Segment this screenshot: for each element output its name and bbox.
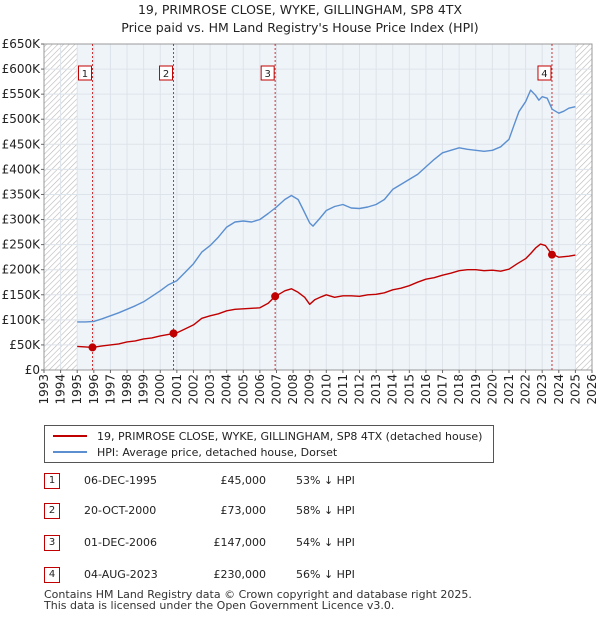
x-tick-label: 2008 (286, 374, 300, 405)
sale-marker-badge: 3 (44, 535, 60, 551)
x-tick-label: 2018 (452, 374, 466, 405)
sale-price: £45,000 (220, 474, 267, 487)
sale-box-2 (159, 65, 174, 81)
x-tick-label: 2012 (353, 374, 367, 405)
x-tick-label: 1994 (54, 374, 68, 405)
legend-item-hpi: HPI: Average price, detached house, Dors… (53, 444, 337, 460)
y-tick-label: £0 (25, 363, 40, 377)
sale-price: £73,000 (220, 504, 267, 517)
x-tick-label: 1997 (103, 374, 117, 405)
x-tick-label: 2014 (386, 374, 400, 405)
sale-box-1 (77, 65, 92, 81)
x-tick-label: 2015 (402, 374, 416, 405)
y-tick-label: £250K (2, 238, 42, 252)
x-tick-label: 2017 (436, 374, 450, 405)
sale-price: £230,000 (213, 568, 267, 581)
y-tick-label: £650K (2, 37, 42, 51)
plot-area (44, 44, 592, 370)
sale-date: 04-AUG-2023 (84, 568, 158, 581)
table-row: 2 20-OCT-2000 £73,000 58% ↓ HPI (44, 503, 564, 521)
table-row: 3 01-DEC-2006 £147,000 54% ↓ HPI (44, 535, 564, 553)
x-tick-label: 1999 (137, 374, 151, 405)
x-tick-label: 2022 (519, 374, 533, 405)
y-tick-label: £500K (2, 112, 42, 126)
sale-price: £147,000 (213, 536, 267, 549)
legend-swatch-property (53, 435, 87, 437)
sale-marker-badge: 2 (44, 503, 60, 519)
sale-marker-badge: 1 (44, 473, 60, 489)
x-tick-label: 2004 (220, 374, 234, 405)
y-tick-label: £400K (2, 162, 42, 176)
x-tick-label: 2016 (419, 374, 433, 405)
sale-box-4 (537, 65, 552, 81)
price-chart: £0 £50K £100K £150K £200K £250K £300K £350K £400… (2, 37, 599, 405)
sale-point-2 (169, 329, 178, 338)
sale-box-3 (260, 65, 275, 81)
x-tick-label: 2019 (469, 374, 483, 405)
sale-point-4 (547, 250, 556, 259)
table-row: 4 04-AUG-2023 £230,000 56% ↓ HPI (44, 567, 564, 585)
sale-box-label-1: 1 (82, 69, 88, 80)
sale-hpi-diff: 58% ↓ HPI (296, 504, 355, 517)
x-tick-label: 2013 (369, 374, 383, 405)
x-tick-label: 1996 (87, 374, 101, 405)
x-tick-label: 2025 (568, 374, 582, 405)
x-tick-label: 2010 (319, 374, 333, 405)
x-tick-label: 1993 (37, 374, 51, 405)
legend-label-hpi: HPI: Average price, detached house, Dors… (97, 445, 338, 459)
x-tick-label: 1995 (70, 374, 84, 405)
x-tick-label: 2000 (153, 374, 167, 405)
x-tick-label: 2020 (485, 374, 499, 405)
sale-marker-badge: 4 (44, 567, 60, 583)
x-tick-label: 2005 (236, 374, 250, 405)
sale-hpi-diff: 54% ↓ HPI (296, 536, 355, 549)
sale-date: 20-OCT-2000 (84, 504, 157, 517)
legend-swatch-hpi (53, 451, 87, 453)
x-tick-label: 2009 (303, 374, 317, 405)
x-tick-label: 2024 (552, 374, 566, 405)
y-tick-label: £50K (9, 338, 41, 352)
sale-hpi-diff: 53% ↓ HPI (296, 474, 355, 487)
x-tick-label: 2002 (186, 374, 200, 405)
footer-licence: This data is licensed under the Open Gov… (44, 599, 395, 612)
x-tick-label: 1998 (120, 374, 134, 405)
chart-subtitle: Price paid vs. HM Land Registry's House … (121, 20, 479, 35)
x-tick-label: 2023 (535, 374, 549, 405)
series-line-hpi (77, 89, 576, 323)
chart-title: 19, PRIMROSE CLOSE, WYKE, GILLINGHAM, SP… (137, 2, 463, 17)
y-tick-label: £300K (2, 213, 42, 227)
plot-frame (43, 43, 593, 371)
x-tick-label: 2001 (170, 374, 184, 405)
y-tick-label: £550K (2, 87, 42, 101)
legend-item-property: 19, PRIMROSE CLOSE, WYKE, GILLINGHAM, SP… (53, 428, 482, 444)
y-tick-label: £450K (2, 137, 42, 151)
x-tick-label: 2021 (502, 374, 516, 405)
x-tick-label: 2026 (585, 374, 599, 405)
table-row: 1 06-DEC-1995 £45,000 53% ↓ HPI (44, 473, 564, 491)
footer: Contains HM Land Registry data © Crown c… (44, 589, 472, 611)
y-tick-label: £150K (2, 288, 42, 302)
sale-date: 06-DEC-1995 (84, 474, 158, 487)
sale-box-label-3: 3 (264, 69, 270, 80)
footer-copyright: Contains HM Land Registry data © Crown c… (44, 588, 472, 601)
x-tick-label: 2006 (253, 374, 267, 405)
y-tick-label: £200K (2, 263, 42, 277)
hatch-after-data (575, 44, 592, 370)
sale-box-label-4: 4 (541, 69, 547, 80)
sale-point-3 (271, 292, 280, 301)
legend: 19, PRIMROSE CLOSE, WYKE, GILLINGHAM, SP… (44, 425, 494, 463)
y-tick-label: £100K (2, 313, 42, 327)
y-tick-label: £600K (2, 62, 42, 76)
sale-box-label-2: 2 (163, 69, 169, 80)
x-tick-label: 2011 (336, 374, 350, 405)
sale-hpi-diff: 56% ↓ HPI (296, 568, 355, 581)
sale-date: 01-DEC-2006 (84, 536, 158, 549)
sale-point-1 (88, 343, 97, 352)
x-tick-label: 2003 (203, 374, 217, 405)
y-tick-label: £350K (2, 187, 42, 201)
legend-label-property: 19, PRIMROSE CLOSE, WYKE, GILLINGHAM, SP… (97, 429, 483, 443)
x-tick-label: 2007 (269, 374, 283, 405)
